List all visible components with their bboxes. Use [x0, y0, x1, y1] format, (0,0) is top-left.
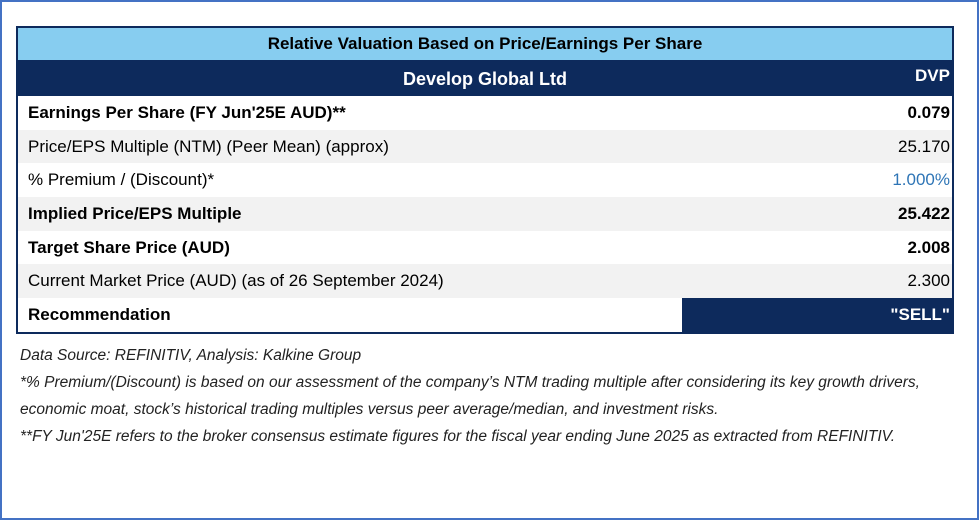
table-row-premium: % Premium / (Discount)* 1.000%	[18, 163, 952, 197]
row-label: Implied Price/EPS Multiple	[28, 203, 242, 223]
table-title: Relative Valuation Based on Price/Earnin…	[18, 28, 952, 61]
row-label: Price/EPS Multiple (NTM) (Peer Mean) (ap…	[28, 136, 389, 156]
row-value: 25.422	[898, 203, 950, 223]
fy-footnote: **FY Jun'25E refers to the broker consen…	[20, 428, 896, 445]
row-value: 2.008	[907, 237, 950, 257]
recommendation-label: Recommendation	[28, 304, 171, 324]
table-row-peer-multiple: Price/EPS Multiple (NTM) (Peer Mean) (ap…	[18, 129, 952, 164]
table-row-target-price: Target Share Price (AUD) 2.008	[18, 231, 952, 265]
recommendation-value: "SELL"	[682, 298, 952, 332]
valuation-table: Relative Valuation Based on Price/Earnin…	[16, 26, 954, 334]
row-label: Current Market Price (AUD) (as of 26 Sep…	[28, 271, 444, 291]
data-source-note: Data Source: REFINITIV, Analysis: Kalkin…	[20, 347, 362, 364]
row-label: Earnings Per Share (FY Jun'25E AUD)**	[28, 102, 346, 122]
table-row-implied-multiple: Implied Price/EPS Multiple 25.422	[18, 197, 952, 231]
row-label: % Premium / (Discount)*	[28, 170, 215, 190]
row-value: 2.300	[907, 271, 950, 291]
row-label: Target Share Price (AUD)	[28, 237, 230, 257]
premium-footnote: *% Premium/(Discount) is based on our as…	[20, 374, 920, 418]
table-row-recommendation: Recommendation "SELL"	[18, 298, 952, 332]
company-header-row: Develop Global Ltd DVP	[18, 61, 952, 96]
company-name: Develop Global Ltd	[402, 69, 567, 89]
row-value: 1.000%	[892, 170, 950, 190]
row-value: 25.170	[898, 136, 950, 156]
table-row-eps: Earnings Per Share (FY Jun'25E AUD)** 0.…	[18, 96, 952, 130]
table-row-market-price: Current Market Price (AUD) (as of 26 Sep…	[18, 264, 952, 299]
row-value: 0.079	[907, 102, 950, 122]
ticker-symbol: DVP	[915, 66, 950, 85]
footnotes: Data Source: REFINITIV, Analysis: Kalkin…	[20, 342, 960, 450]
